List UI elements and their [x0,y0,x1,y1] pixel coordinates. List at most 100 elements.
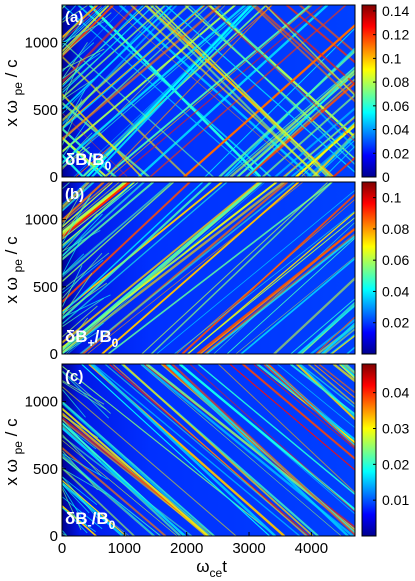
streak [62,213,98,253]
streak [62,506,88,534]
streak [62,452,108,480]
streak [262,93,355,177]
streak [204,27,355,177]
streak [62,388,86,418]
streak [62,426,186,536]
streak [62,496,103,530]
streak [73,5,258,177]
streak [313,364,355,399]
streak [62,5,110,55]
streak [101,182,300,354]
colorbar [361,181,377,355]
streak [62,5,236,154]
streak [240,257,355,354]
streak [62,99,83,147]
streak [290,298,355,354]
streak [104,5,273,177]
streak [62,182,105,223]
streak [62,5,114,58]
streak [297,364,355,418]
streak [295,124,355,177]
streak [62,297,104,328]
y-tick-label: 1000 [25,212,58,229]
heatmap-streaks [62,182,355,354]
streak [62,119,89,159]
streak [62,5,147,86]
streak [180,364,355,515]
streak [300,304,355,354]
streak [62,529,68,536]
y-tick-label: 0 [50,346,58,363]
streak [62,182,139,246]
colorbar-tick-label: 0.02 [382,456,409,472]
streak [79,182,295,354]
y-tick-label: 0 [50,169,58,186]
streak [245,68,355,177]
streak [196,227,355,354]
streak [62,5,226,171]
streak [62,92,143,177]
streak [92,364,301,536]
y-axis-label: x ω pe / c [2,418,25,486]
streak [91,5,257,177]
y-tick-label: 500 [33,102,58,119]
x-tick-label: 3000 [232,540,265,557]
streak [62,182,262,352]
y-tick-label: 1000 [25,394,58,411]
streak [62,252,103,300]
streak [62,42,88,80]
streak [62,5,167,100]
streak [315,139,355,177]
streak [62,182,136,240]
streak [62,187,107,227]
streak [62,5,127,73]
streak [284,114,355,177]
streak [226,66,355,177]
streak [62,182,111,224]
streak [62,237,83,276]
panel-a: 0 500 1000 (a) δB/B0 x ω pe / c 0 0.02 0.04 0.06 0… [2,3,409,186]
streak [62,259,104,294]
streak [62,446,167,536]
panel-c: 0 500 1000 0 1000 2000 3000 4000 (c) δB-/B0 x ω pe… [2,363,409,580]
colorbar-tick-label: 0.01 [382,492,409,508]
streak [62,5,77,21]
streak [109,5,313,177]
x-tick-label: 0 [58,540,66,557]
streak [62,332,98,354]
y-axis-label: x ω pe / c [2,59,25,127]
streak [297,304,355,354]
streak [62,12,112,56]
streak [299,364,355,409]
streak [62,5,190,123]
field-label: δB/B0 [65,150,112,173]
streak [62,17,82,42]
streak [62,371,110,419]
streak [62,5,99,39]
streak [62,182,191,304]
streak [62,136,108,177]
streak [62,5,145,88]
streak [62,182,135,247]
streak [81,364,270,536]
colorbar-tick-label: 0.1 [382,50,402,66]
panel-label: (a) [65,9,83,26]
y-tick-label: 1000 [25,35,58,52]
streak [203,233,355,354]
streak [62,5,155,94]
streak [62,182,126,234]
streak [254,5,355,96]
streak [62,272,93,317]
streak [298,301,355,354]
y-axis-label: x ω pe / c [2,236,25,304]
streak [62,533,68,536]
streak [187,211,355,354]
streak [205,235,355,354]
streak [183,23,355,177]
streak [188,5,355,166]
streak [149,5,347,177]
streak [112,364,307,536]
streak [62,365,276,536]
streak [173,210,355,354]
y-tick-label: 0 [50,528,58,545]
